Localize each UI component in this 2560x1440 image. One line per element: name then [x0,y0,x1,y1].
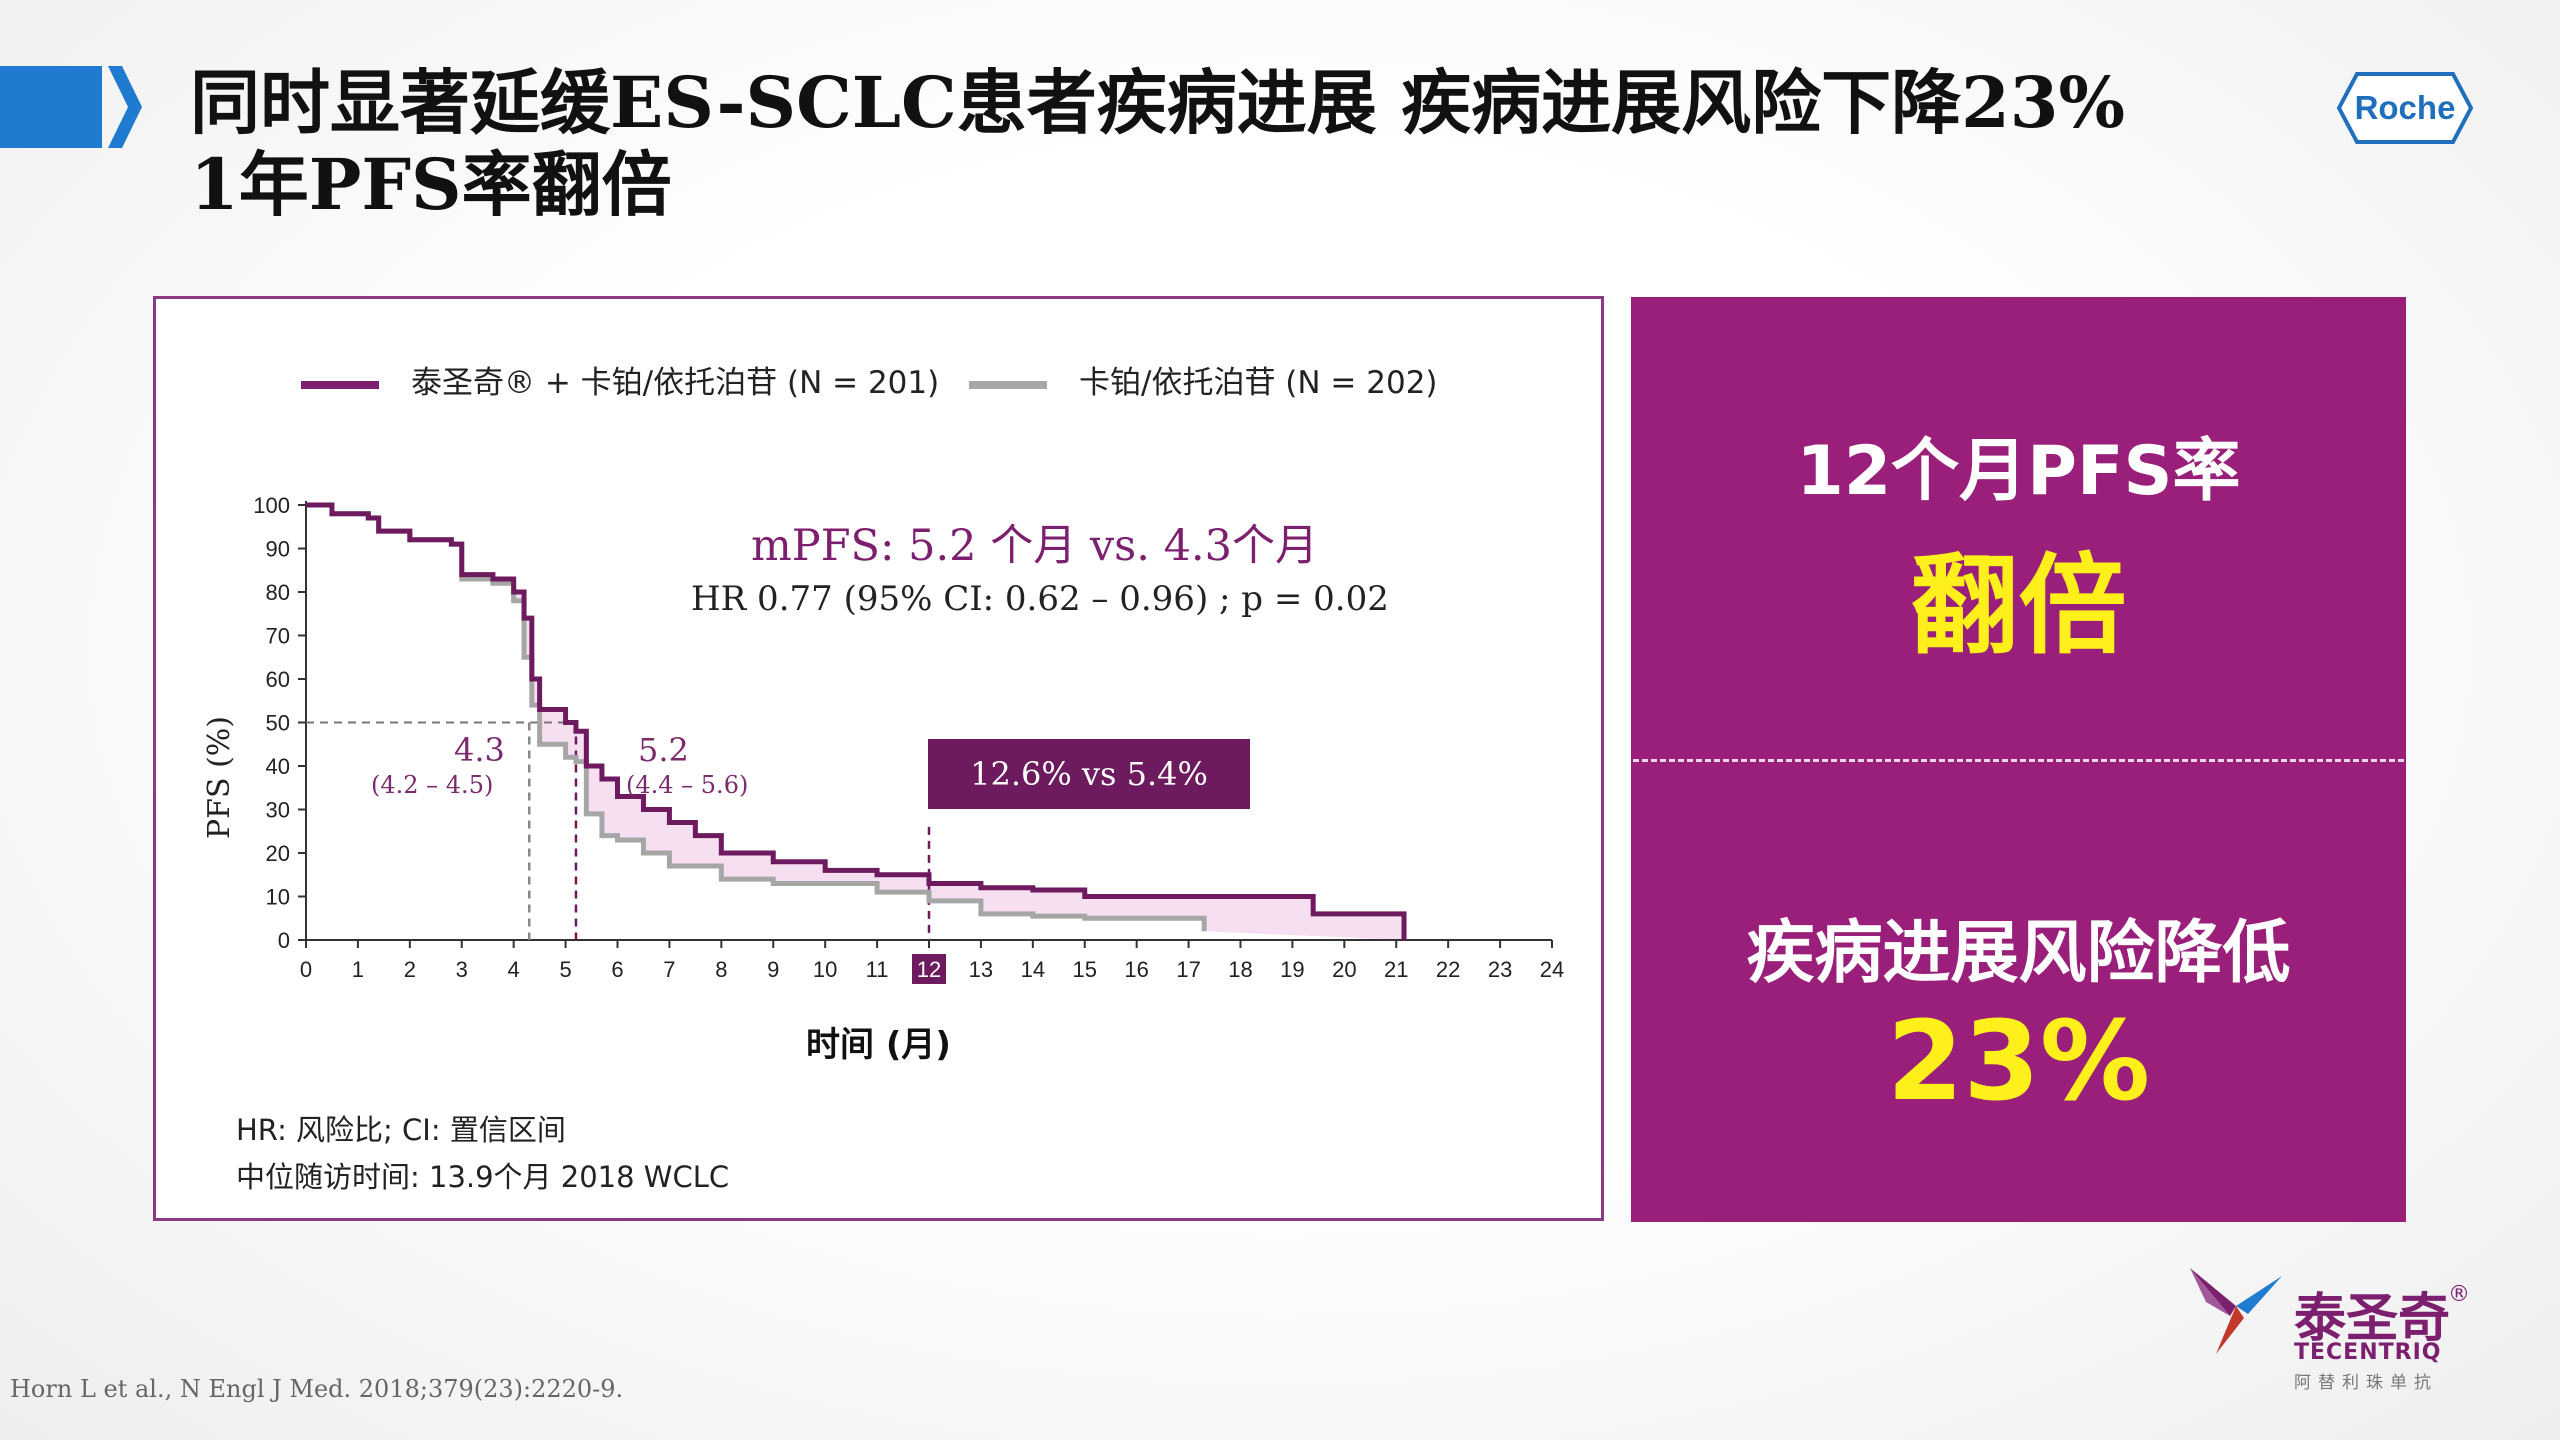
x-tick-label: 8 [715,957,727,982]
y-tick-label: 100 [253,493,290,518]
median-control-ci: (4.2 – 4.5) [371,771,494,799]
x-tick-label: 10 [813,957,837,982]
y-tick-label: 0 [278,928,290,953]
x-tick-label: 20 [1332,957,1356,982]
x-tick-label: 6 [611,957,623,982]
x-tick-label: 13 [969,957,993,982]
median-treatment-ci: (4.4 – 5.6) [626,771,749,799]
median-treatment-label: 5.2 [638,731,689,769]
x-tick-label: 19 [1280,957,1304,982]
mpfs-label: mPFS: 5.2 个月 vs. 4.3个月 [751,521,1318,571]
x-tick-label: 5 [559,957,571,982]
y-tick-label: 20 [266,841,290,866]
y-tick-label: 80 [266,580,290,605]
x-tick-label: 17 [1176,957,1200,982]
km-chart-panel: 0 10 20 30 40 50 60 70 80 90 100 0 1 2 3 4 5 6 7 8 9 10 11 12 13… [153,296,1604,1221]
series-line-treatment [306,502,1407,940]
svg-text:Roche: Roche [2355,89,2456,126]
summary-pfs-rate-value: 翻倍 [1910,544,2127,669]
page-title: 同时显著延缓ES-SCLC患者疾病进展 疾病进展风险下降23% 1年PFS率翻倍 [190,62,2290,226]
y-axis-label: PFS (%) [202,715,237,839]
x-tick-label: 14 [1021,957,1045,982]
page-title-line2: 1年PFS率翻倍 [190,143,672,226]
legend-swatch-treatment [301,380,379,389]
roche-logo: Roche [2336,72,2474,144]
brand-registered-mark: ® [2448,1282,2470,1307]
hr-label: HR 0.77 (95% CI: 0.62 – 0.96) ; p = 0.02 [691,579,1389,619]
tecentriq-logo-icon [2190,1268,2282,1354]
x-tick-label: 24 [1540,957,1564,982]
legend-item-treatment: 泰圣奇® + 卡铂/依托泊苷 (N = 201) [301,357,939,402]
summary-pfs-rate-label: 12个月PFS率 [1796,432,2241,511]
footnote-followup: 中位随访时间: 13.9个月 2018 WCLC [236,1160,730,1194]
x-tick-label: 4 [508,957,520,982]
legend-item-control: 卡铂/依托泊苷 (N = 202) [969,357,1438,402]
y-tick-label: 60 [266,667,290,692]
y-tick-label: 40 [266,754,290,779]
y-tick-label: 30 [266,798,290,823]
y-tick-label: 10 [266,885,290,910]
x-tick-label: 2 [404,957,416,982]
x-tick-label: 7 [663,957,675,982]
x-tick-label: 0 [300,957,312,982]
footnote-abbreviations: HR: 风险比; CI: 置信区间 [236,1113,566,1147]
y-tick-label: 50 [266,711,290,736]
y-tick-label: 70 [266,624,290,649]
summary-risk-label: 疾病进展风险降低 [1746,914,2291,993]
legend-label-control: 卡铂/依托泊苷 (N = 202) [1079,365,1438,401]
y-tick-label: 90 [266,537,290,562]
landmark-rate-box: 12.6% vs 5.4% [928,739,1250,809]
summary-divider [1633,759,2404,762]
brand-name-en: TECENTRIQ [2294,1340,2442,1365]
x-tick-label: 18 [1228,957,1252,982]
x-tick-label: 11 [866,957,889,982]
legend-label-treatment: 泰圣奇® + 卡铂/依托泊苷 (N = 201) [411,365,940,401]
title-accent-bar [0,66,102,148]
brand-name-cn: 泰圣奇 [2294,1289,2451,1349]
x-tick-label: 9 [767,957,779,982]
legend-swatch-control [969,380,1047,389]
brand-generic-name: 阿替利珠单抗 [2294,1373,2438,1393]
x-tick-label: 23 [1488,957,1512,982]
reference-citation: Horn L et al., N Engl J Med. 2018;379(23… [10,1375,624,1403]
summary-panel: 12个月PFS率 翻倍 疾病进展风险降低 23% [1631,297,2406,1222]
x-tick-label: 22 [1436,957,1460,982]
x-tick-label: 1 [352,957,364,982]
page-title-line1: 同时显著延缓ES-SCLC患者疾病进展 疾病进展风险下降23% [190,61,2126,144]
x-tick-label: 12 [917,957,941,982]
x-tick-highlight [912,954,946,984]
x-axis-label: 时间 (月) [806,1025,951,1065]
x-tick-label: 21 [1384,957,1408,982]
x-tick-label: 15 [1073,957,1097,982]
summary-risk-value: 23% [1886,997,2151,1125]
median-control-label: 4.3 [454,731,505,769]
chevron-right-icon [108,66,142,148]
x-tick-label: 3 [456,957,468,982]
x-tick-label: 16 [1124,957,1148,982]
